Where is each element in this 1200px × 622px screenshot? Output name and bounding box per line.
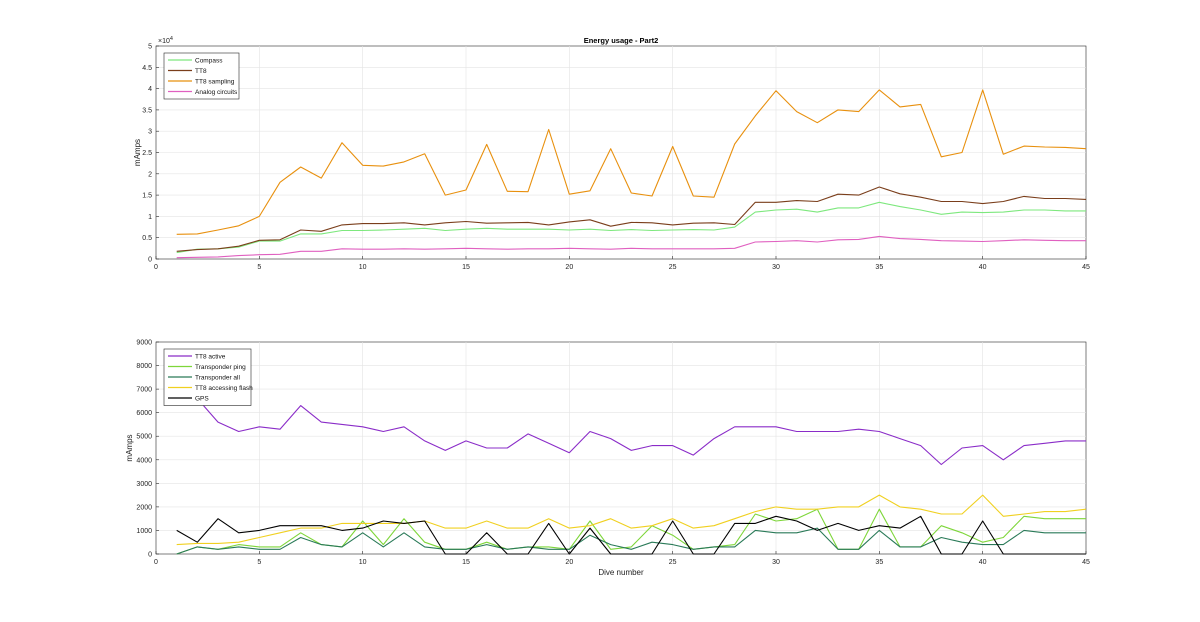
y-tick-label: 2.5	[142, 150, 152, 157]
x-axis-label: Dive number	[598, 568, 644, 577]
x-tick-label: 0	[154, 264, 158, 271]
x-tick-label: 35	[875, 264, 883, 271]
x-tick-label: 0	[154, 559, 158, 566]
legend-top: Compass TT8 TT8 sampling Analog circuits	[163, 52, 240, 100]
x-tick-label: 40	[979, 264, 987, 271]
y-ticks-bottom: 0 1000 2000 3000 4000 5000 6000 7000 8000 9000	[136, 340, 159, 559]
y-tick-label: 7000	[136, 387, 152, 394]
x-tick-label: 45	[1082, 559, 1090, 566]
y-tick-label: 8000	[136, 363, 152, 370]
y-tick-label: 5000	[136, 434, 152, 441]
x-tick-label: 5	[257, 264, 261, 271]
legend-box	[163, 52, 240, 100]
legend-label: Analog circuits	[195, 89, 238, 96]
y-tick-label: 6000	[136, 410, 152, 417]
x-tick-label: 30	[772, 264, 780, 271]
x-tick-label: 20	[565, 559, 573, 566]
x-tick-label: 20	[565, 264, 573, 271]
y-exponent-base: ×10	[158, 38, 170, 45]
y-tick-label: 0	[148, 552, 152, 559]
legend-label: Transponder all	[195, 374, 240, 381]
legend-label: GPS	[195, 395, 209, 402]
legend-label: TT8	[195, 68, 207, 75]
chart-energy-bottom: 0 5 10 15 20 25 30 35 40 45 0 1000 2000 3000 4000 5000…	[125, 340, 1090, 578]
plot-area-bottom	[155, 341, 1087, 555]
y-tick-label: 9000	[136, 340, 152, 347]
x-tick-label: 25	[669, 559, 677, 566]
grid-top	[156, 46, 1086, 259]
x-ticks-bottom: 0 5 10 15 20 25 30 35 40 45	[154, 551, 1090, 566]
series-line-tt8	[176, 186, 1087, 252]
y-exponent-power: 4	[170, 36, 173, 42]
y-axis-label-bottom: mAmps	[125, 434, 134, 461]
y-tick-label: 2	[148, 171, 152, 178]
y-axis-label-top: mAmps	[133, 139, 142, 166]
y-tick-label: 0.5	[142, 235, 152, 242]
legend-label: Transponder ping	[195, 364, 246, 371]
legend-label: TT8 accessing flash	[195, 385, 253, 392]
y-tick-label: 3.5	[142, 107, 152, 114]
series-line-tt8-active	[176, 374, 1086, 466]
chart-energy-top: 0 5 10 15 20 25 30 35 40 45 0 0.5 1 1.5 2 2.5 3 3.5 4 4.5 5…	[133, 36, 1090, 271]
y-tick-label: 3	[148, 129, 152, 136]
series-line-compass	[176, 201, 1086, 254]
y-tick-label: 1000	[136, 528, 152, 535]
x-ticks-top: 0 5 10 15 20 25 30 35 40 45	[154, 256, 1090, 271]
y-ticks-top: 0 0.5 1 1.5 2 2.5 3 3.5 4 4.5 5	[142, 44, 159, 264]
series-group-top	[176, 89, 1087, 259]
x-tick-label: 15	[462, 264, 470, 271]
y-tick-label: 2000	[136, 504, 152, 511]
x-tick-label: 5	[257, 559, 261, 566]
x-tick-label: 40	[979, 559, 987, 566]
x-tick-label: 10	[359, 264, 367, 271]
y-tick-label: 4000	[136, 457, 152, 464]
x-tick-label: 15	[462, 559, 470, 566]
legend-label: Compass	[195, 57, 223, 64]
x-tick-label: 45	[1082, 264, 1090, 271]
y-tick-label: 3000	[136, 481, 152, 488]
series-line-gps	[176, 515, 1086, 555]
x-tick-label: 10	[359, 559, 367, 566]
x-tick-label: 35	[875, 559, 883, 566]
y-tick-label: 4.5	[142, 65, 152, 72]
y-tick-label: 5	[148, 44, 152, 51]
legend-label: TT8 sampling	[195, 78, 235, 85]
series-line-analog-circuits	[176, 235, 1086, 259]
series-group-bottom	[176, 374, 1087, 555]
series-line-tt8-sampling	[176, 89, 1087, 235]
chart-title: Energy usage - Part2	[584, 36, 659, 45]
legend-label: TT8 active	[195, 353, 226, 360]
y-tick-label: 1.5	[142, 193, 152, 200]
x-tick-label: 25	[669, 264, 677, 271]
y-tick-label: 1	[148, 214, 152, 221]
y-tick-label: 4	[148, 86, 152, 93]
y-tick-label: 0	[148, 257, 152, 264]
y-exponent-label: ×104	[158, 36, 173, 45]
series-line-tt8-accessing-flash	[176, 494, 1087, 546]
x-tick-label: 30	[772, 559, 780, 566]
legend-bottom: TT8 active Transponder ping Transponder al…	[163, 348, 253, 406]
